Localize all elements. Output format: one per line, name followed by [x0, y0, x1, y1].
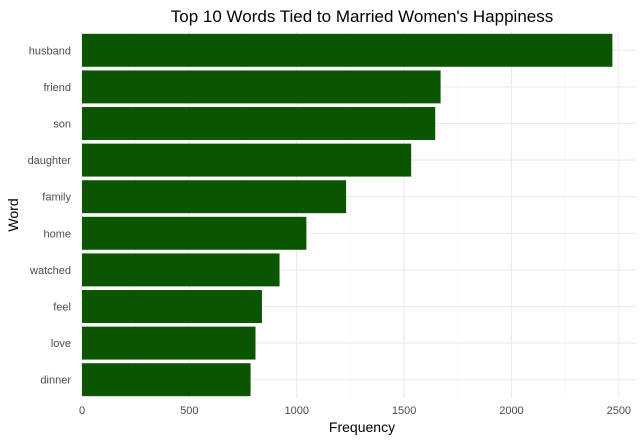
y-tick-label: daughter [28, 155, 72, 167]
y-tick-labels: husband friend son daughter family home watche… [28, 45, 72, 386]
x-tick-label: 1000 [284, 405, 308, 417]
bar-husband [82, 33, 613, 67]
y-tick-label: son [53, 119, 71, 131]
y-tick-label: dinner [40, 375, 71, 387]
x-axis-title: Frequency [329, 419, 395, 435]
bar-feel [82, 290, 262, 323]
y-tick-label: husband [29, 45, 71, 57]
y-axis-title: Word [5, 198, 21, 231]
bar-watched [82, 253, 280, 287]
bar-son [82, 107, 436, 140]
x-tick-label: 1500 [392, 405, 416, 417]
y-tick-label: home [43, 228, 71, 240]
bar-love [82, 326, 256, 360]
y-tick-label: love [51, 338, 71, 350]
bar-dinner [82, 363, 251, 397]
bar-daughter [82, 143, 412, 177]
x-tick-label: 500 [180, 405, 198, 417]
bar-friend [82, 70, 441, 104]
y-tick-label: watched [29, 265, 71, 277]
y-tick-label: family [42, 192, 71, 204]
x-tick-labels: 0 500 1000 1500 2000 2500 [79, 405, 631, 417]
x-tick-label: 2500 [607, 405, 631, 417]
bar-home [82, 216, 307, 250]
y-tick-label: feel [53, 302, 71, 314]
bars [82, 33, 613, 397]
y-tick-label: friend [43, 82, 71, 94]
chart-title: Top 10 Words Tied to Married Women's Hap… [171, 7, 553, 26]
bar-family [82, 180, 347, 214]
x-tick-label: 2000 [499, 405, 523, 417]
x-tick-label: 0 [79, 405, 85, 417]
